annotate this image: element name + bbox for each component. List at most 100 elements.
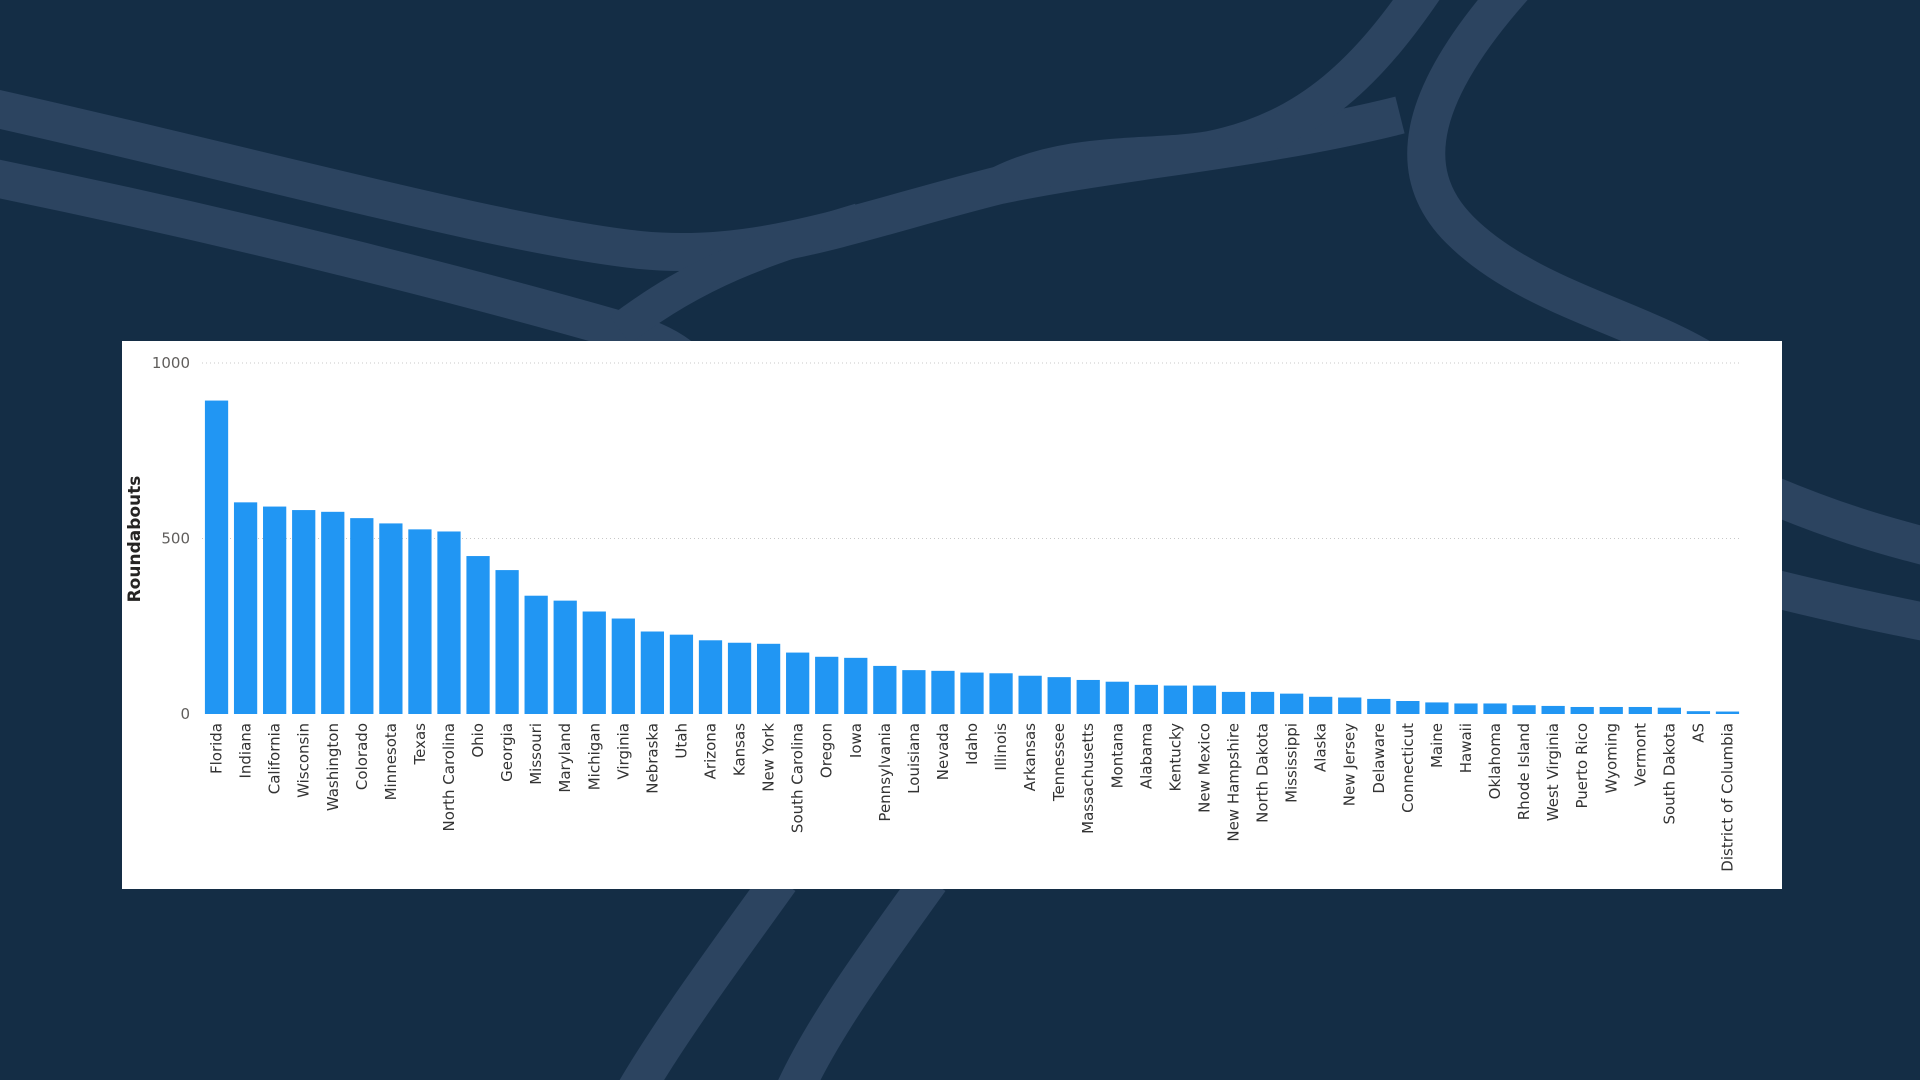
x-tick-label: Michigan — [585, 723, 603, 790]
bar-wyoming[interactable] — [1599, 706, 1623, 714]
bar-missouri[interactable] — [524, 595, 548, 714]
bar-illinois[interactable] — [989, 673, 1013, 714]
x-tick-label: Nebraska — [643, 723, 661, 794]
bar-georgia[interactable] — [495, 570, 519, 714]
gridlines — [202, 362, 1742, 539]
road-top-right-ramp — [991, 0, 1440, 203]
bar-new-york[interactable] — [756, 643, 781, 714]
bar-minnesota[interactable] — [379, 523, 403, 714]
bar-delaware[interactable] — [1367, 698, 1391, 714]
bar-alaska[interactable] — [1309, 696, 1333, 714]
bar-north-dakota[interactable] — [1250, 691, 1275, 714]
x-tick-label: Missouri — [527, 723, 545, 785]
x-tick-label: Kansas — [731, 723, 749, 776]
bar-south-dakota[interactable] — [1657, 707, 1681, 714]
x-tick-label: Hawaii — [1457, 723, 1475, 773]
bar-alabama[interactable] — [1134, 684, 1158, 714]
bar-virginia[interactable] — [611, 618, 635, 714]
bar-idaho[interactable] — [960, 672, 984, 714]
bar-south-carolina[interactable] — [786, 652, 810, 714]
x-tick-label: Illinois — [992, 723, 1010, 771]
x-tick-label: New Mexico — [1195, 723, 1213, 813]
x-tick-label: Oregon — [818, 723, 836, 778]
bar-connecticut[interactable] — [1396, 701, 1420, 714]
x-tick-label: Arizona — [701, 723, 719, 779]
x-tick-label: New York — [760, 723, 778, 792]
bar-florida[interactable] — [204, 400, 229, 714]
bar-montana[interactable] — [1105, 681, 1129, 714]
y-tick-label: 1000 — [152, 354, 190, 372]
x-tick-label: Indiana — [237, 723, 255, 779]
bar-massachusetts[interactable] — [1076, 679, 1100, 714]
bar-mississippi[interactable] — [1280, 693, 1304, 714]
bar-hawaii[interactable] — [1454, 703, 1478, 714]
x-tick-label: Oklahoma — [1486, 723, 1504, 799]
bar-pennsylvania[interactable] — [873, 665, 897, 714]
bar-kansas[interactable] — [727, 642, 752, 714]
bar-michigan[interactable] — [582, 611, 606, 714]
x-tick-label: Virginia — [614, 723, 632, 780]
chart-panel: 0 500 1000 Florida Indiana California Wiscons… — [122, 341, 1782, 889]
x-tick-label: Alaska — [1312, 723, 1330, 772]
bar-maryland[interactable] — [553, 600, 577, 714]
x-tick-label: Wyoming — [1602, 723, 1620, 793]
bar-district-of-columbia[interactable] — [1715, 711, 1740, 714]
x-tick-label: Vermont — [1631, 723, 1649, 787]
bar-as[interactable] — [1686, 711, 1711, 714]
bar-texas[interactable] — [408, 529, 432, 714]
road-bottom-right — [778, 868, 946, 1080]
x-tick-label: North Dakota — [1254, 723, 1272, 823]
x-tick-label: Idaho — [963, 723, 981, 765]
x-tick-label: Maine — [1428, 723, 1446, 768]
bar-new-jersey[interactable] — [1338, 697, 1362, 715]
bar-washington[interactable] — [321, 511, 345, 714]
x-tick-label: Nevada — [934, 723, 952, 780]
bar-rhode-island[interactable] — [1512, 705, 1536, 714]
bar-puerto-rico[interactable] — [1570, 706, 1594, 714]
bar-california[interactable] — [263, 506, 287, 714]
x-tick-label: Arkansas — [1021, 723, 1039, 792]
bar-oklahoma[interactable] — [1483, 703, 1507, 714]
bar-wisconsin[interactable] — [292, 510, 316, 714]
bar-maine[interactable] — [1425, 702, 1449, 714]
bar-tennessee[interactable] — [1047, 677, 1071, 714]
x-tick-label: Iowa — [847, 723, 865, 758]
x-tick-label: Massachusetts — [1079, 723, 1097, 834]
x-tick-label: Kentucky — [1166, 723, 1184, 792]
bar-oregon[interactable] — [815, 656, 839, 714]
bar-ohio[interactable] — [466, 556, 490, 714]
x-tick-label: Connecticut — [1399, 723, 1417, 813]
x-tick-label: Montana — [1108, 723, 1126, 788]
bar-kentucky[interactable] — [1163, 685, 1188, 714]
road-right-curve — [1407, 0, 1732, 386]
x-tick-label: Ohio — [469, 723, 487, 758]
bar-new-hampshire[interactable] — [1221, 691, 1246, 714]
road-right-exit-2 — [1755, 566, 1920, 641]
x-tick-label: Delaware — [1370, 723, 1388, 794]
x-tick-label: North Carolina — [440, 723, 458, 831]
bars — [204, 400, 1740, 715]
bar-arkansas[interactable] — [1018, 675, 1042, 714]
bar-nebraska[interactable] — [640, 631, 664, 714]
road-bottom-left — [619, 868, 796, 1080]
bar-indiana[interactable] — [233, 502, 258, 714]
bar-louisiana[interactable] — [902, 670, 926, 715]
y-axis-ticks: 0 500 1000 — [152, 354, 190, 723]
bar-chart: 0 500 1000 Florida Indiana California Wiscons… — [125, 354, 1742, 872]
bar-nevada[interactable] — [931, 670, 955, 714]
x-tick-label: Minnesota — [382, 723, 400, 800]
x-tick-label: California — [266, 723, 284, 794]
bar-iowa[interactable] — [844, 657, 868, 714]
x-axis-labels: Florida Indiana California Wisconsin Washing… — [208, 723, 1737, 872]
bar-north-carolina[interactable] — [437, 531, 461, 714]
bar-vermont[interactable] — [1628, 706, 1652, 714]
x-tick-label: Maryland — [556, 723, 574, 793]
bar-arizona[interactable] — [698, 640, 723, 714]
x-tick-label: Utah — [672, 723, 690, 759]
bar-colorado[interactable] — [350, 518, 374, 714]
bar-new-mexico[interactable] — [1192, 685, 1217, 714]
x-tick-label: Tennessee — [1050, 723, 1068, 802]
bar-west-virginia[interactable] — [1541, 705, 1565, 714]
x-tick-label: South Carolina — [789, 723, 807, 833]
bar-utah[interactable] — [669, 634, 694, 714]
